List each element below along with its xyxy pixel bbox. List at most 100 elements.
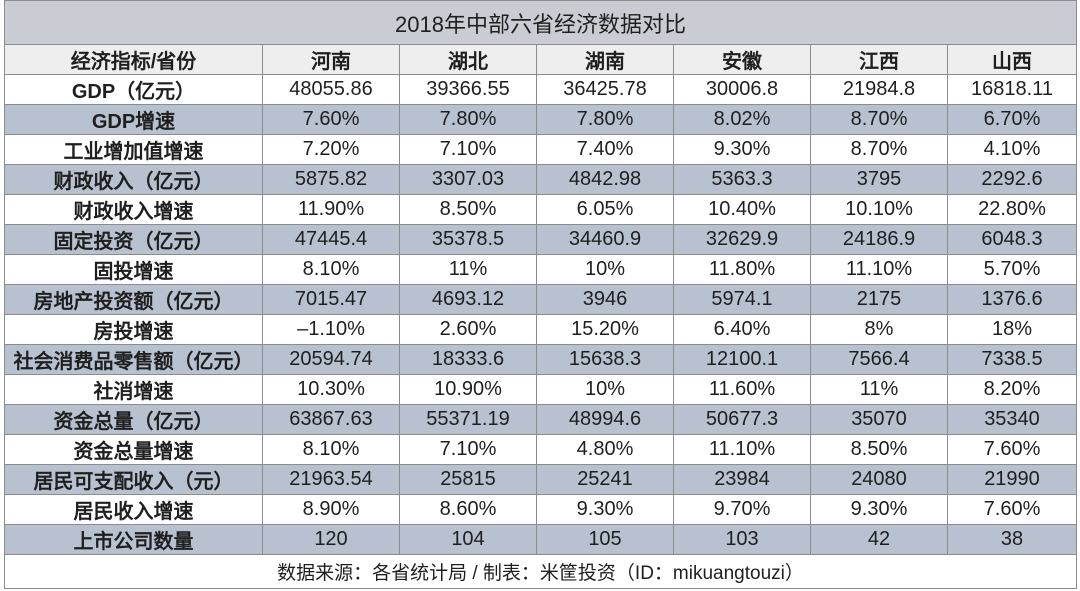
table-cell: 6.05% xyxy=(537,195,674,224)
table-cell: 55371.19 xyxy=(400,405,537,434)
table-cell: 15638.3 xyxy=(537,345,674,374)
table-cell: 8.50% xyxy=(811,435,948,464)
table-cell: 7.40% xyxy=(537,135,674,164)
table-cell: 63867.63 xyxy=(263,405,400,434)
table-cell: 103 xyxy=(674,525,811,554)
table-row: 资金总量（亿元） 63867.63 55371.19 48994.6 50677.3 35… xyxy=(5,405,1076,435)
table-cell: 6048.3 xyxy=(981,228,1043,250)
table-cell: 10% xyxy=(537,375,674,404)
table-cell: 7.80% xyxy=(537,105,674,134)
row-label: GDP（亿元） xyxy=(5,75,263,104)
table-cell: 4.10% xyxy=(983,138,1041,160)
table-cell: 15.20% xyxy=(537,315,674,344)
table-cell: 39366.55 xyxy=(400,75,537,104)
table-cell: 34460.9 xyxy=(537,225,674,254)
table-cell: 11.10% xyxy=(811,255,948,284)
table-cell: 6.70% xyxy=(983,108,1041,130)
table-row: 社消增速 10.30% 10.90% 10% 11.60% 11% 8.20% xyxy=(5,375,1076,405)
table-cell: 23984 xyxy=(674,465,811,494)
table-cell: 12100.1 xyxy=(674,345,811,374)
column-header: 江西 xyxy=(811,45,948,74)
table-cell: 9.30% xyxy=(537,495,674,524)
table-row: 固定投资（亿元） 47445.4 35378.5 34460.9 32629.9 2418… xyxy=(5,225,1076,255)
footer-row: 数据来源：各省统计局 / 制表：米筐投资（ID：mikuangtouzi） xyxy=(5,555,1076,588)
row-label: GDP增速 xyxy=(5,105,263,134)
table-cell: 24080 xyxy=(811,465,948,494)
table-cell: 24186.9 xyxy=(811,225,948,254)
table-cell: 8.70% xyxy=(811,105,948,134)
table-cell: 9.30% xyxy=(811,495,948,524)
table-cell: 21990 xyxy=(984,468,1040,490)
table-row: GDP增速 7.60% 7.80% 7.80% 8.02% 8.70% 6.70% xyxy=(5,105,1076,135)
table-row: 财政收入增速 11.90% 8.50% 6.05% 10.40% 10.10% 22.80% xyxy=(5,195,1076,225)
row-label: 财政收入（亿元） xyxy=(5,165,263,194)
table-title: 2018年中部六省经济数据对比 xyxy=(395,11,686,37)
table-cell: 11% xyxy=(811,375,948,404)
table-cell: 7.60% xyxy=(263,105,400,134)
table-cell: 11.60% xyxy=(674,375,811,404)
row-label: 居民可支配收入（元） xyxy=(5,465,263,494)
table-cell: 10% xyxy=(537,255,674,284)
row-label: 工业增加值增速 xyxy=(5,135,263,164)
table-cell: 3795 xyxy=(811,165,948,194)
table-cell: 6.40% xyxy=(674,315,811,344)
table-cell: 7.20% xyxy=(263,135,400,164)
table-cell: 2.60% xyxy=(400,315,537,344)
table-cell: 5875.82 xyxy=(263,165,400,194)
table-row: 房地产投资额（亿元） 7015.47 4693.12 3946 5974.1 2175 13… xyxy=(5,285,1076,315)
table-row: 固投增速 8.10% 11% 10% 11.80% 11.10% 5.70% xyxy=(5,255,1076,285)
column-header: 湖北 xyxy=(400,45,537,74)
table-cell: 8.50% xyxy=(400,195,537,224)
table-cell: 25815 xyxy=(400,465,537,494)
row-label: 财政收入增速 xyxy=(5,195,263,224)
table-cell: 105 xyxy=(537,525,674,554)
source-note: 数据来源：各省统计局 / 制表：米筐投资（ID：mikuangtouzi） xyxy=(277,563,804,584)
row-label: 社消增速 xyxy=(5,375,263,404)
table-cell: 48994.6 xyxy=(537,405,674,434)
row-label: 固定投资（亿元） xyxy=(5,225,263,254)
table-cell: 3946 xyxy=(537,285,674,314)
table-cell: 9.70% xyxy=(674,495,811,524)
row-label: 房投增速 xyxy=(5,315,263,344)
table-body: GDP（亿元） 48055.86 39366.55 36425.78 30006.8 21… xyxy=(5,75,1076,555)
table-row: GDP（亿元） 48055.86 39366.55 36425.78 30006.8 21… xyxy=(5,75,1076,105)
table-cell: 7.10% xyxy=(400,135,537,164)
table-cell: 7566.4 xyxy=(811,345,948,374)
table-cell: 120 xyxy=(263,525,400,554)
row-label: 居民收入增速 xyxy=(5,495,263,524)
table-cell: 4842.98 xyxy=(537,165,674,194)
table-cell: 25241 xyxy=(537,465,674,494)
table-cell: 30006.8 xyxy=(674,75,811,104)
row-label: 固投增速 xyxy=(5,255,263,284)
table-cell: 10.10% xyxy=(811,195,948,224)
table-cell: 8.20% xyxy=(983,378,1041,400)
table-row: 社会消费品零售额（亿元） 20594.74 18333.6 15638.3 12100.… xyxy=(5,345,1076,375)
table-cell: 50677.3 xyxy=(674,405,811,434)
table-cell: 21963.54 xyxy=(263,465,400,494)
table-cell: 35340 xyxy=(984,408,1040,430)
table-cell: 9.30% xyxy=(674,135,811,164)
table-cell: 47445.4 xyxy=(263,225,400,254)
column-header: 山西 xyxy=(992,51,1032,73)
row-label: 社会消费品零售额（亿元） xyxy=(5,345,263,374)
table-cell: 2292.6 xyxy=(981,168,1043,190)
data-table: 2018年中部六省经济数据对比 经济指标/省份 河南 湖北 湖南 安徽 江西 山西 GDP（… xyxy=(4,0,1077,589)
corner-header: 经济指标/省份 xyxy=(5,45,263,74)
table-cell: 32629.9 xyxy=(674,225,811,254)
table-cell: 36425.78 xyxy=(537,75,674,104)
table-row: 工业增加值增速 7.20% 7.10% 7.40% 9.30% 8.70% 4.10% xyxy=(5,135,1076,165)
table-cell: 21984.8 xyxy=(811,75,948,104)
table-cell: 8.10% xyxy=(263,435,400,464)
row-label: 资金总量增速 xyxy=(5,435,263,464)
table-cell: 10.30% xyxy=(263,375,400,404)
table-row: 资金总量增速 8.10% 7.10% 4.80% 11.10% 8.50% 7.60% xyxy=(5,435,1076,465)
table-cell: 7.60% xyxy=(983,498,1041,520)
table-cell: 7338.5 xyxy=(981,348,1043,370)
table-row: 居民可支配收入（元） 21963.54 25815 25241 23984 24080 21… xyxy=(5,465,1076,495)
table-cell: 20594.74 xyxy=(263,345,400,374)
table-cell: 104 xyxy=(400,525,537,554)
table-cell: 7.60% xyxy=(983,438,1041,460)
row-label: 房地产投资额（亿元） xyxy=(5,285,263,314)
table-row: 财政收入（亿元） 5875.82 3307.03 4842.98 5363.3 3795 2… xyxy=(5,165,1076,195)
table-cell: 1376.6 xyxy=(981,288,1043,310)
